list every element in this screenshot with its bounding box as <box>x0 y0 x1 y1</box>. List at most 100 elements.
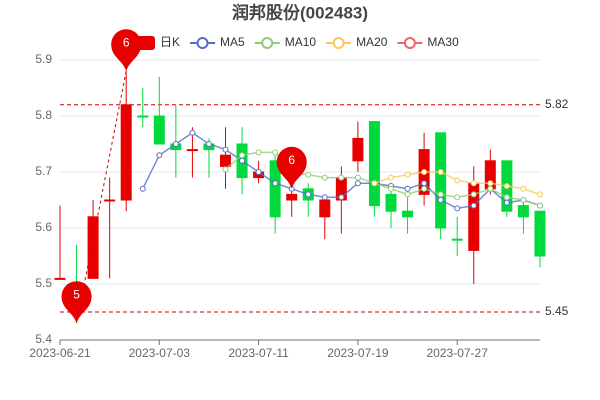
y-tick-label: 5.5 <box>35 276 52 290</box>
candle-body <box>435 132 447 229</box>
reference-label: 5.45 <box>545 304 569 318</box>
y-tick-label: 5.7 <box>35 164 52 178</box>
y-tick-label: 5.8 <box>35 108 52 122</box>
legend-swatch <box>130 36 155 50</box>
ma-point <box>338 194 345 201</box>
reference-label: 5.82 <box>545 97 569 111</box>
ma-point <box>139 185 146 192</box>
candle-body <box>87 216 99 279</box>
candle-body <box>220 154 231 167</box>
ma-point <box>421 185 428 192</box>
legend-item: MA20 <box>326 35 388 49</box>
legend-label: MA5 <box>220 35 245 49</box>
x-tick-label: 2023-07-03 <box>129 346 191 360</box>
ma-point <box>255 169 262 175</box>
candle-body <box>120 104 132 201</box>
ma-point <box>404 171 411 178</box>
ma-point <box>272 180 279 187</box>
x-tick-label: 2023-07-19 <box>327 346 389 360</box>
candle-body <box>368 121 380 207</box>
ma-point <box>421 180 428 187</box>
ma-point <box>205 141 212 147</box>
ma-point <box>321 174 328 181</box>
legend-label: MA30 <box>427 35 459 49</box>
legend-item: MA30 <box>397 35 459 49</box>
legend-item: MA5 <box>190 35 245 49</box>
marker-label: 5 <box>73 287 80 301</box>
ma-point <box>222 166 229 173</box>
ma-point <box>503 183 510 189</box>
ma-point <box>338 174 345 181</box>
marker-label: 6 <box>288 153 295 167</box>
ma-point <box>520 185 527 192</box>
ma-point <box>354 180 361 187</box>
marker-pin <box>61 281 92 324</box>
legend-swatch <box>403 37 416 49</box>
candle-body <box>352 137 364 162</box>
ma-point <box>470 180 477 187</box>
legend-swatch <box>261 37 274 49</box>
extreme-connector <box>76 71 127 324</box>
legend-label: 日K <box>160 35 180 49</box>
ma-point <box>470 191 477 198</box>
y-tick-label: 5.9 <box>35 52 52 66</box>
x-tick-label: 2023-06-21 <box>29 346 91 360</box>
ma-point <box>503 194 510 201</box>
ma-point <box>487 185 494 192</box>
ma-point <box>536 202 543 209</box>
legend-label: MA20 <box>356 35 388 49</box>
ma-point <box>454 177 461 184</box>
ma-point <box>421 169 428 175</box>
y-tick-label: 5.6 <box>35 220 52 234</box>
ma-point <box>437 197 444 203</box>
ma-point <box>404 185 411 192</box>
ma-point <box>371 180 378 187</box>
ma-point <box>487 180 494 187</box>
legend-swatch <box>196 37 209 49</box>
ma-point <box>354 174 361 181</box>
candle-body <box>517 205 529 218</box>
candle-body <box>451 238 463 241</box>
ma-point <box>503 199 510 206</box>
ma-point <box>255 149 262 156</box>
candle-body <box>385 193 397 212</box>
ma-point <box>239 157 246 164</box>
candle-body <box>54 277 66 280</box>
ma-point <box>404 191 411 198</box>
x-tick-label: 2023-07-27 <box>427 346 489 360</box>
legend-label: MA10 <box>285 35 317 49</box>
candle-body <box>269 160 281 218</box>
ma-point <box>305 191 312 198</box>
ma-point <box>454 194 461 201</box>
y-tick-label: 5.4 <box>35 332 52 346</box>
legend-item: 日K <box>130 35 180 50</box>
ma-point <box>454 205 461 212</box>
x-tick-label: 2023-07-11 <box>228 346 289 360</box>
marker-label: 6 <box>123 35 130 49</box>
candle-body <box>534 210 546 257</box>
ma-point <box>437 169 444 175</box>
ma-point <box>470 202 477 209</box>
legend-swatch <box>332 37 345 49</box>
ma-point <box>321 194 328 201</box>
ma-point <box>305 171 312 178</box>
ma-point <box>536 191 543 198</box>
ma-point <box>437 191 444 198</box>
ma-point <box>189 129 196 136</box>
ma-point <box>222 146 229 153</box>
candle-body <box>137 115 149 118</box>
ma-point <box>388 174 394 181</box>
chart-title: 润邦股份(002483) <box>232 2 368 22</box>
ma-point <box>156 152 163 159</box>
candle-body <box>319 199 331 218</box>
candle-body <box>402 210 414 218</box>
candle-body <box>104 199 116 202</box>
ma-point <box>239 152 246 159</box>
candle-body <box>286 193 298 201</box>
ma-point <box>172 141 179 147</box>
legend-item: MA10 <box>254 35 317 49</box>
ma-point <box>272 149 279 156</box>
ma-point <box>520 197 527 203</box>
candle-body <box>153 115 165 145</box>
